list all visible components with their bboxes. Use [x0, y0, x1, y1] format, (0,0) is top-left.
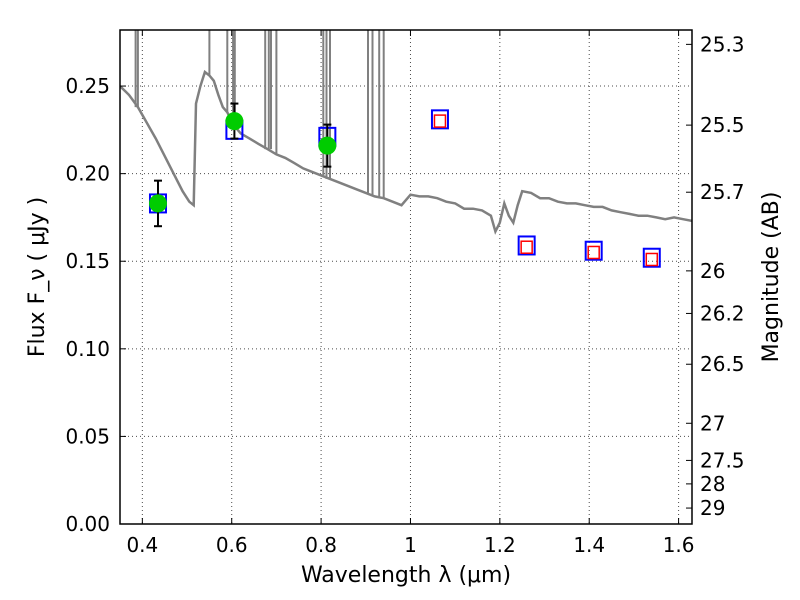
observed-point — [148, 194, 167, 213]
x-tick-label: 0.8 — [305, 533, 337, 557]
x-axis-title: Wavelength λ (μm) — [301, 563, 511, 588]
plot-frame — [119, 29, 693, 525]
observed-point — [225, 112, 244, 131]
model-mag-square — [584, 240, 603, 261]
model-spectrum-line — [120, 69, 692, 235]
mag-tick-label: 27 — [700, 411, 725, 435]
x-tick-label: 1 — [404, 533, 417, 557]
grid — [120, 30, 692, 525]
x-tick-label: 1.2 — [484, 533, 516, 557]
right-axis-title: Magnitude (AB) — [759, 192, 784, 363]
mag-tick-label: 27.5 — [700, 448, 745, 472]
y-tick-label: 0.25 — [65, 74, 110, 98]
x-tick-label: 0.6 — [216, 533, 248, 557]
ticks — [120, 30, 692, 525]
y-tick-label: 0.05 — [65, 424, 110, 448]
model-mag-square — [430, 109, 449, 130]
mag-tick-label: 29 — [700, 496, 725, 520]
upper-point-square — [645, 252, 659, 267]
upper-point-square — [520, 240, 533, 254]
y-tick-label: 0.10 — [65, 337, 110, 361]
x-tick-label: 0.4 — [126, 533, 158, 557]
series — [120, 30, 692, 268]
y-tick-label: 0.00 — [65, 512, 110, 536]
model-mag-square — [642, 247, 661, 268]
x-tick-label: 1.6 — [663, 533, 695, 557]
mag-tick-label: 26.2 — [700, 301, 745, 325]
x-tick-label: 1.4 — [573, 533, 605, 557]
mag-tick-label: 26 — [700, 259, 725, 283]
mag-tick-label: 25.3 — [700, 32, 745, 56]
mag-tick-label: 26.5 — [700, 352, 745, 376]
mag-tick-label: 25.7 — [700, 180, 745, 204]
tick-labels: 0.4 0.6 0.8 1 1.2 1.4 1.6 0.00 0.05 0.10 0.15 0.20 0… — [65, 32, 744, 557]
y-axis-title: Flux F_ν ( μJy ) — [25, 197, 50, 357]
mag-tick-label: 25.5 — [700, 113, 745, 137]
y-tick-label: 0.20 — [65, 162, 110, 186]
y-tick-label: 0.15 — [65, 249, 110, 273]
mag-tick-label: 28 — [700, 472, 725, 496]
model-mag-square — [517, 235, 536, 256]
upper-point-square — [433, 114, 447, 128]
observed-point — [318, 136, 337, 155]
upper-point-square — [587, 245, 600, 260]
